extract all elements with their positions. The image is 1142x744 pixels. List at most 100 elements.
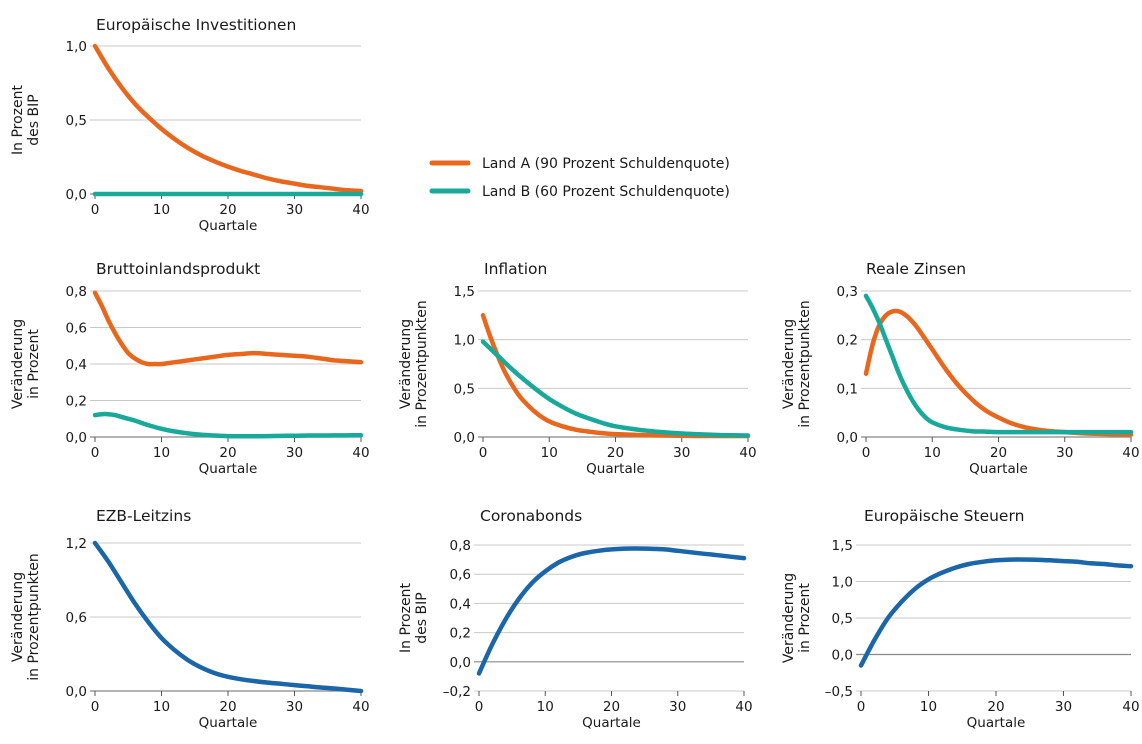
legend-label-land-b: Land B (60 Prozent Schuldenquote) — [482, 184, 730, 200]
x-tick-label: 30 — [669, 699, 686, 715]
chart-title: Europäische Steuern — [864, 507, 1024, 525]
x-axis-label: Quartale — [969, 461, 1028, 477]
x-axis-label: Quartale — [199, 715, 258, 731]
x-tick-label: 0 — [475, 699, 484, 715]
y-tick-label: 0,6 — [66, 610, 87, 626]
legend-label-land-a: Land A (90 Prozent Schuldenquote) — [482, 156, 730, 172]
chart-title: Bruttoinlandsprodukt — [96, 260, 260, 278]
y-axis-label-line: In Prozent — [10, 85, 26, 155]
x-tick-label: 0 — [479, 445, 488, 461]
chart-panel: Bruttoinlandsprodukt 0,0 0,2 0,4 0,6 0,8 0 10 20… — [10, 260, 370, 477]
chart-panel: Europäische Steuern –0,5 0,0 0,5 1,0 1,5 0 10 20… — [781, 507, 1140, 731]
y-tick-label: 0,8 — [450, 538, 471, 554]
chart-title: Reale Zinsen — [866, 260, 966, 278]
series-line — [863, 293, 1134, 435]
series-line — [92, 290, 364, 367]
series-line — [858, 557, 1134, 668]
y-axis-label: In Prozentdes BIP — [10, 85, 42, 155]
chart-title: Europäische Investitionen — [96, 16, 296, 34]
chart-panel: Europäische Investitionen 0,0 0,5 1,0 0 10 20 3… — [10, 16, 370, 234]
x-tick-label: 10 — [541, 445, 558, 461]
y-axis-label-line: Veränderung — [10, 319, 26, 409]
x-tick-label: 40 — [352, 699, 369, 715]
chart-panel: Reale Zinsen 0,0 0,1 0,2 0,3 0 10 20 30 40 Quartal… — [781, 260, 1140, 477]
x-tick-label: 40 — [352, 445, 369, 461]
y-axis-label-line: in Prozentpunkten — [26, 553, 42, 680]
y-tick-label: 0,0 — [832, 648, 853, 664]
y-axis-label-line: Veränderung — [398, 319, 414, 409]
y-tick-label: 1,5 — [454, 284, 475, 300]
chart-panels: Europäische Investitionen 0,0 0,5 1,0 0 10 20 3… — [10, 16, 1140, 731]
y-axis-label-line: in Prozent — [26, 329, 42, 399]
x-tick-label: 30 — [1056, 445, 1073, 461]
y-tick-label: 0,2 — [66, 394, 87, 410]
y-tick-label: 0,2 — [450, 626, 471, 642]
y-axis-label-line: Veränderung — [781, 319, 797, 409]
chart-panel: EZB-Leitzins 0,0 0,6 1,2 0 10 20 30 40 Quartale Ve… — [10, 507, 370, 731]
y-tick-label: –0,2 — [443, 684, 471, 700]
x-tick-label: 10 — [153, 699, 170, 715]
y-axis-label: Veränderungin Prozentpunkten — [781, 300, 813, 427]
x-axis-label: Quartale — [967, 715, 1026, 731]
chart-panel: Inflation 0,0 0,5 1,0 1,5 0 10 20 30 40 Quartale Ve… — [398, 260, 757, 477]
y-axis-label: In Prozentdes BIP — [398, 583, 430, 653]
y-axis-label-line: des BIP — [26, 94, 42, 145]
x-tick-label: 40 — [1122, 445, 1139, 461]
x-axis-label: Quartale — [199, 218, 258, 234]
x-tick-label: 30 — [286, 202, 303, 218]
x-tick-label: 0 — [857, 699, 866, 715]
y-axis-label: Veränderungin Prozent — [781, 573, 813, 663]
y-tick-label: 1,0 — [832, 575, 853, 591]
y-tick-label: 0,0 — [454, 430, 475, 446]
x-tick-label: 20 — [990, 445, 1007, 461]
y-tick-label: 0,5 — [66, 113, 87, 129]
x-tick-label: 20 — [219, 699, 236, 715]
chart-panel: Coronabonds –0,2 0,0 0,2 0,4 0,6 0,8 0 10 20 30 40 Q… — [398, 507, 753, 731]
x-tick-label: 30 — [286, 445, 303, 461]
y-tick-label: 0,1 — [837, 381, 858, 397]
x-tick-label: 40 — [735, 699, 752, 715]
y-tick-label: 0,0 — [837, 430, 858, 446]
y-tick-label: 0,6 — [66, 321, 87, 337]
series-line — [863, 308, 1134, 437]
x-tick-label: 0 — [91, 202, 100, 218]
y-axis-label-line: Veränderung — [10, 572, 26, 662]
x-tick-label: 20 — [219, 202, 236, 218]
x-tick-label: 30 — [1055, 699, 1072, 715]
chart-title: Coronabonds — [480, 507, 582, 525]
y-axis-label-line: in Prozentpunkten — [797, 300, 813, 427]
y-axis-label: Veränderungin Prozentpunkten — [398, 300, 430, 427]
x-tick-label: 30 — [286, 699, 303, 715]
y-tick-label: 0,0 — [66, 187, 87, 203]
x-tick-label: 0 — [91, 445, 100, 461]
chart-title: EZB-Leitzins — [96, 507, 191, 525]
y-tick-label: 0,0 — [66, 684, 87, 700]
series-line — [480, 313, 751, 439]
y-tick-label: 0,4 — [66, 357, 87, 373]
y-axis-label-line: des BIP — [414, 592, 430, 643]
series-line — [92, 540, 364, 694]
x-axis-label: Quartale — [199, 461, 258, 477]
y-tick-label: 1,2 — [66, 536, 87, 552]
y-axis-label-line: in Prozentpunkten — [414, 300, 430, 427]
series-line — [92, 43, 364, 194]
y-tick-label: 0,3 — [837, 284, 858, 300]
series-line — [92, 411, 364, 439]
y-axis-label-line: in Prozent — [797, 583, 813, 653]
x-tick-label: 10 — [153, 445, 170, 461]
y-tick-label: 1,5 — [832, 538, 853, 554]
x-tick-label: 40 — [1122, 699, 1139, 715]
series-line — [480, 339, 751, 438]
x-tick-label: 0 — [91, 699, 100, 715]
y-tick-label: –0,5 — [825, 684, 853, 700]
x-tick-label: 0 — [862, 445, 871, 461]
y-axis-label-line: Veränderung — [781, 573, 797, 663]
x-tick-label: 20 — [987, 699, 1004, 715]
y-tick-label: 0,0 — [66, 430, 87, 446]
y-axis-label: Veränderungin Prozent — [10, 319, 42, 409]
x-tick-label: 20 — [607, 445, 624, 461]
x-tick-label: 10 — [924, 445, 941, 461]
x-tick-label: 10 — [537, 699, 554, 715]
y-axis-label-line: In Prozent — [398, 583, 414, 653]
